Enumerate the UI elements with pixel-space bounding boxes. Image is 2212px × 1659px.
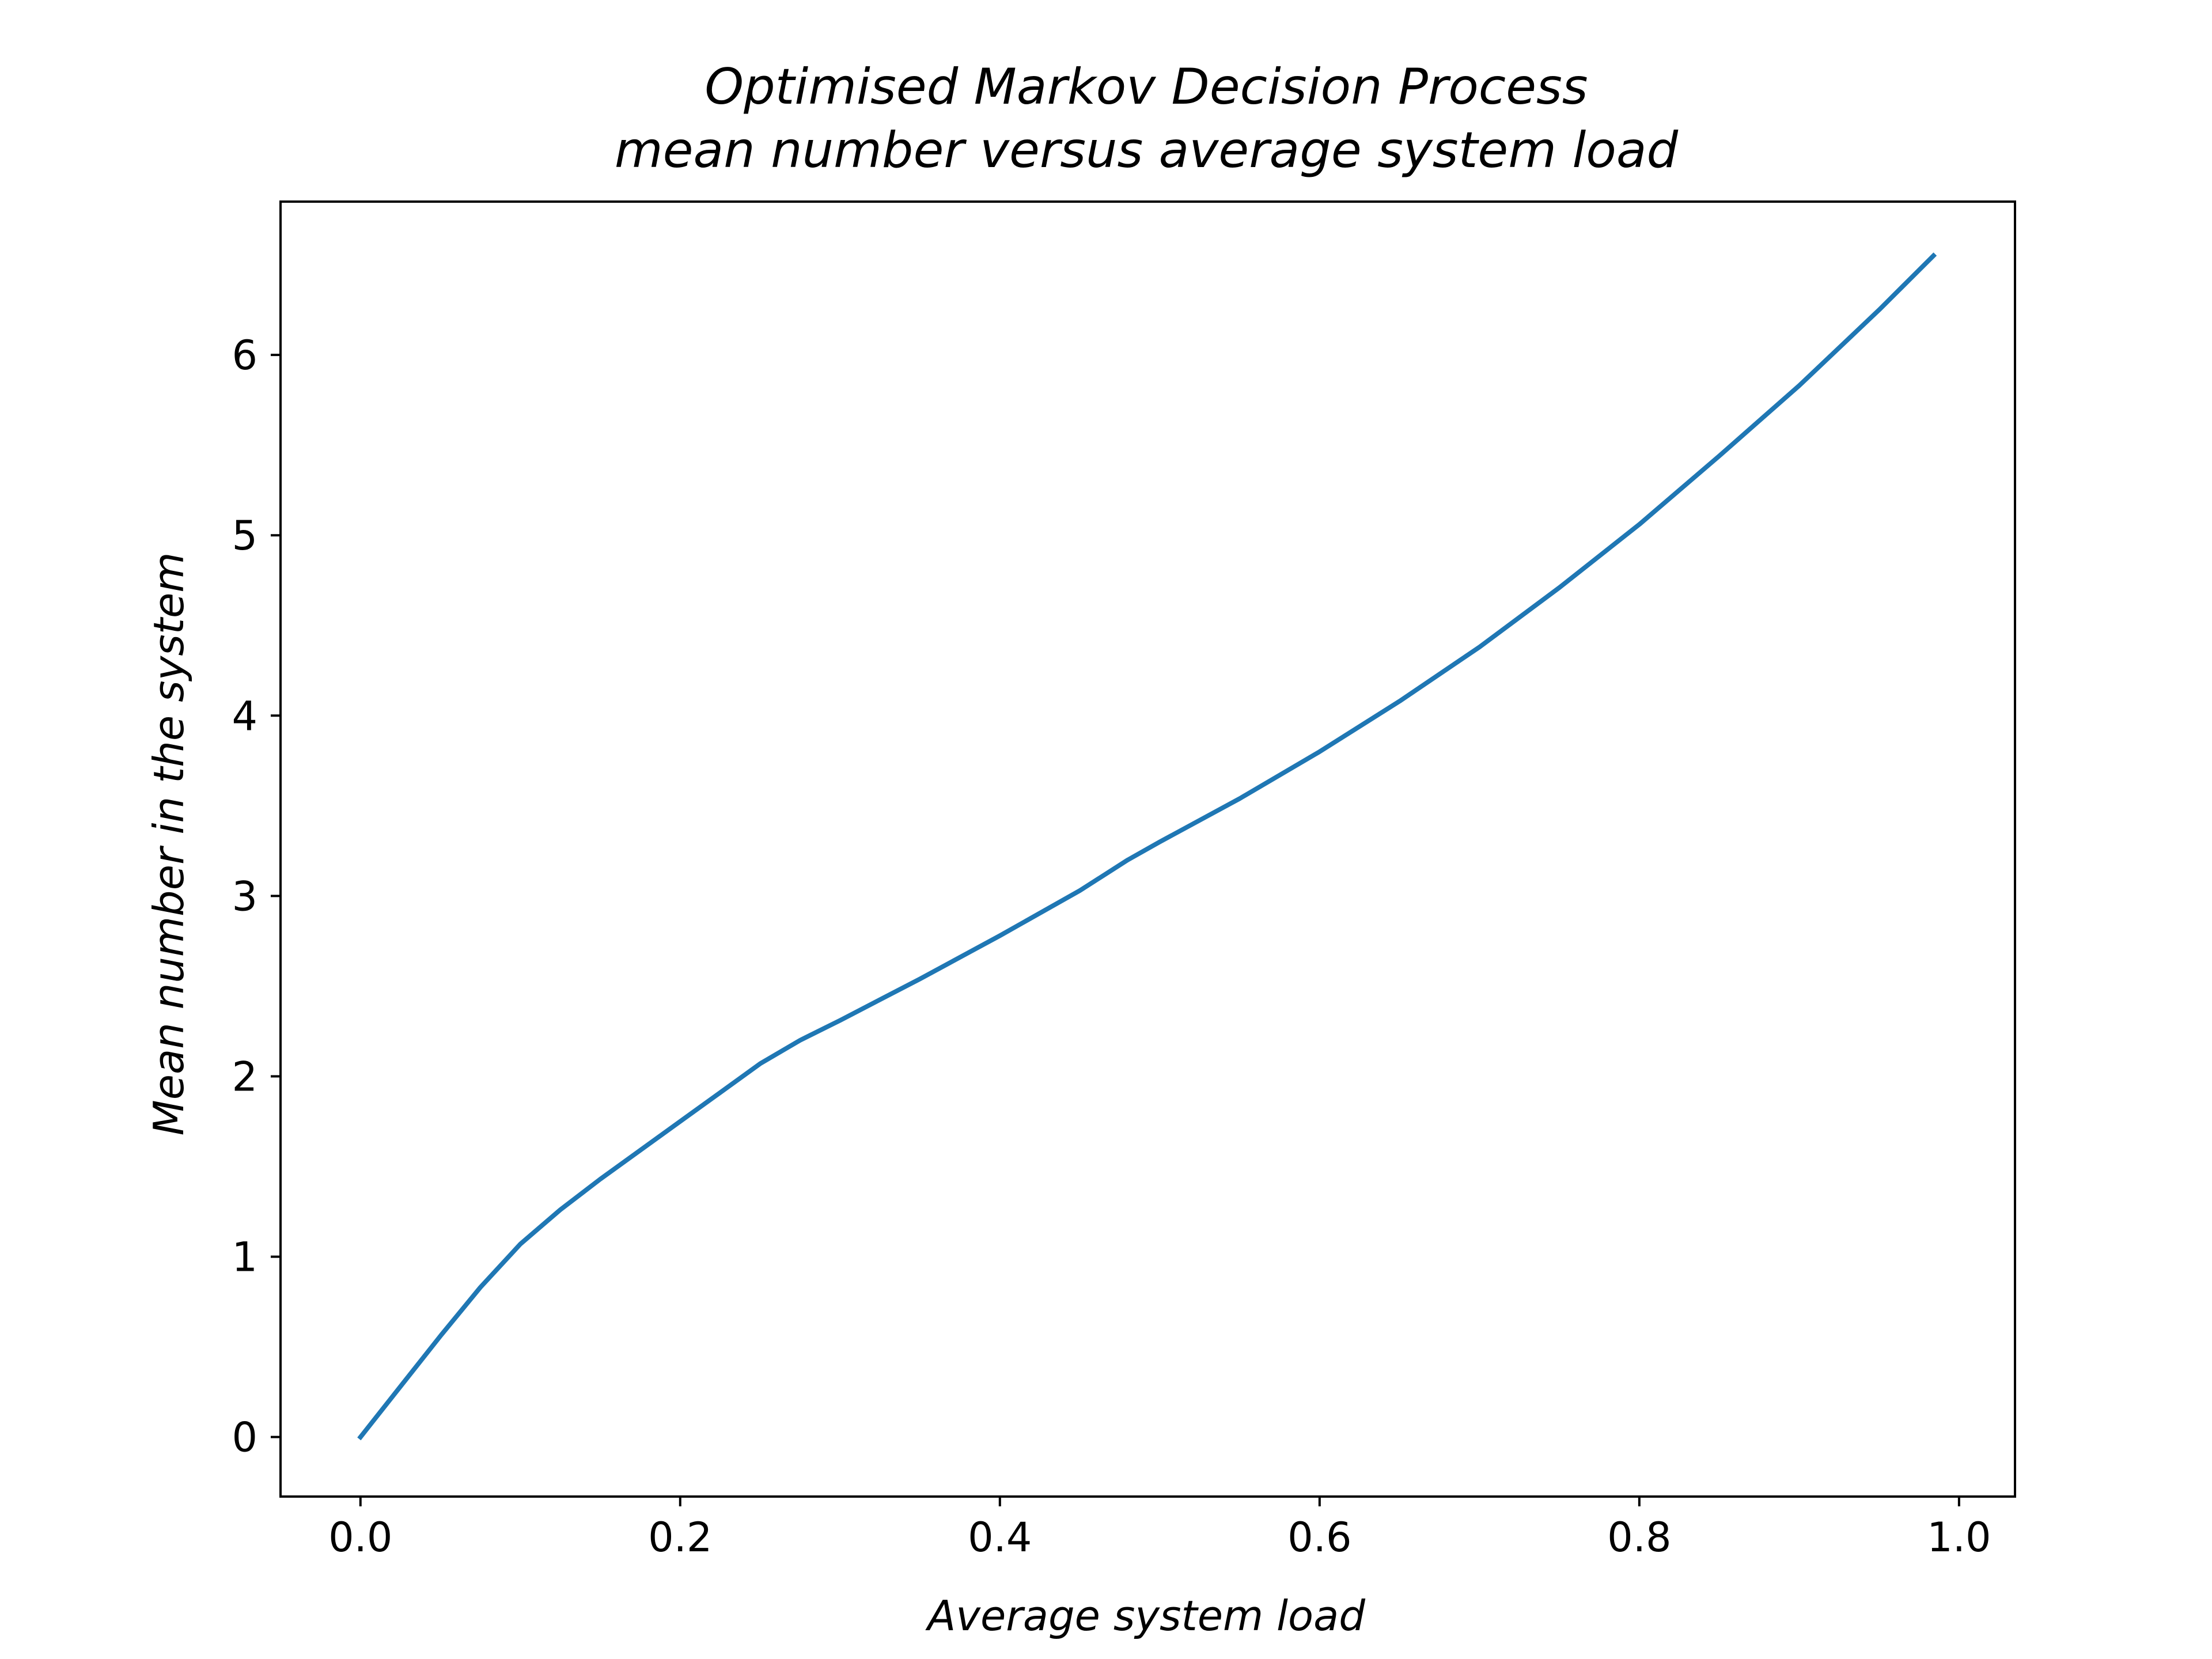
x-tick-label: 0.0 xyxy=(328,1514,392,1561)
y-tick-label: 2 xyxy=(232,1053,257,1100)
x-tick-label: 0.6 xyxy=(1287,1514,1351,1561)
x-tick-label: 0.8 xyxy=(1607,1514,1671,1561)
y-axis-label: Mean number in the system xyxy=(145,552,193,1136)
plot-frame xyxy=(279,200,2016,1498)
y-tick-label: 5 xyxy=(232,512,257,559)
x-tick-label: 0.4 xyxy=(968,1514,1032,1561)
x-tick-label: 0.2 xyxy=(648,1514,712,1561)
chart-title: Optimised Markov Decision Process xyxy=(704,58,1588,116)
series-line-0 xyxy=(357,252,1937,1441)
y-tick-label: 0 xyxy=(232,1414,257,1461)
chart-subtitle: mean number versus average system load xyxy=(615,122,1679,179)
x-axis-label: Average system load xyxy=(925,1592,1366,1640)
x-tick-label: 1.0 xyxy=(1927,1514,1991,1561)
y-tick-label: 1 xyxy=(232,1234,257,1281)
y-tick-label: 4 xyxy=(232,692,257,740)
y-tick-label: 3 xyxy=(232,873,257,920)
plot-area: 0.0 0.2 0.4 0.6 0.8 1.0 0 1 2 3 4 5 6 xyxy=(232,200,2016,1561)
y-tick-label: 6 xyxy=(232,332,257,379)
